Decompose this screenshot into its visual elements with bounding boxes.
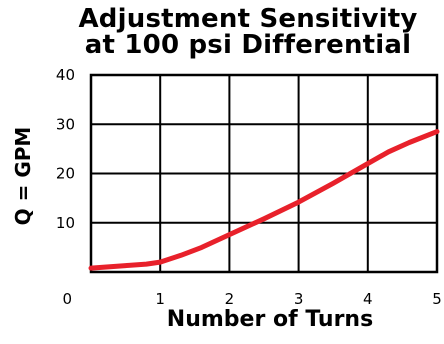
x-tick-label-4: 4 [363,290,373,308]
plot-frame [89,73,439,274]
x-tick-label-1: 1 [155,290,165,308]
y-tick-label-10: 10 [56,214,75,232]
y-tick-label-40: 40 [56,66,75,84]
chart-title-line-2: at 100 psi Differential [84,30,412,60]
y-tick-label-30: 30 [56,115,75,133]
series-line [88,129,440,271]
tick-labels: 1 2 3 4 5 10 20 30 40 0 [56,66,442,308]
x-axis-label: Number of Turns [166,307,374,332]
x-tick-label-3: 3 [294,290,304,308]
x-tick-label-2: 2 [225,290,235,308]
origin-tick-label: 0 [62,290,72,308]
y-tick-label-20: 20 [56,165,75,183]
x-tick-label-5: 5 [432,290,442,308]
chart-title-line-1: Adjustment Sensitivity [78,4,418,34]
grid-lines [91,75,437,272]
